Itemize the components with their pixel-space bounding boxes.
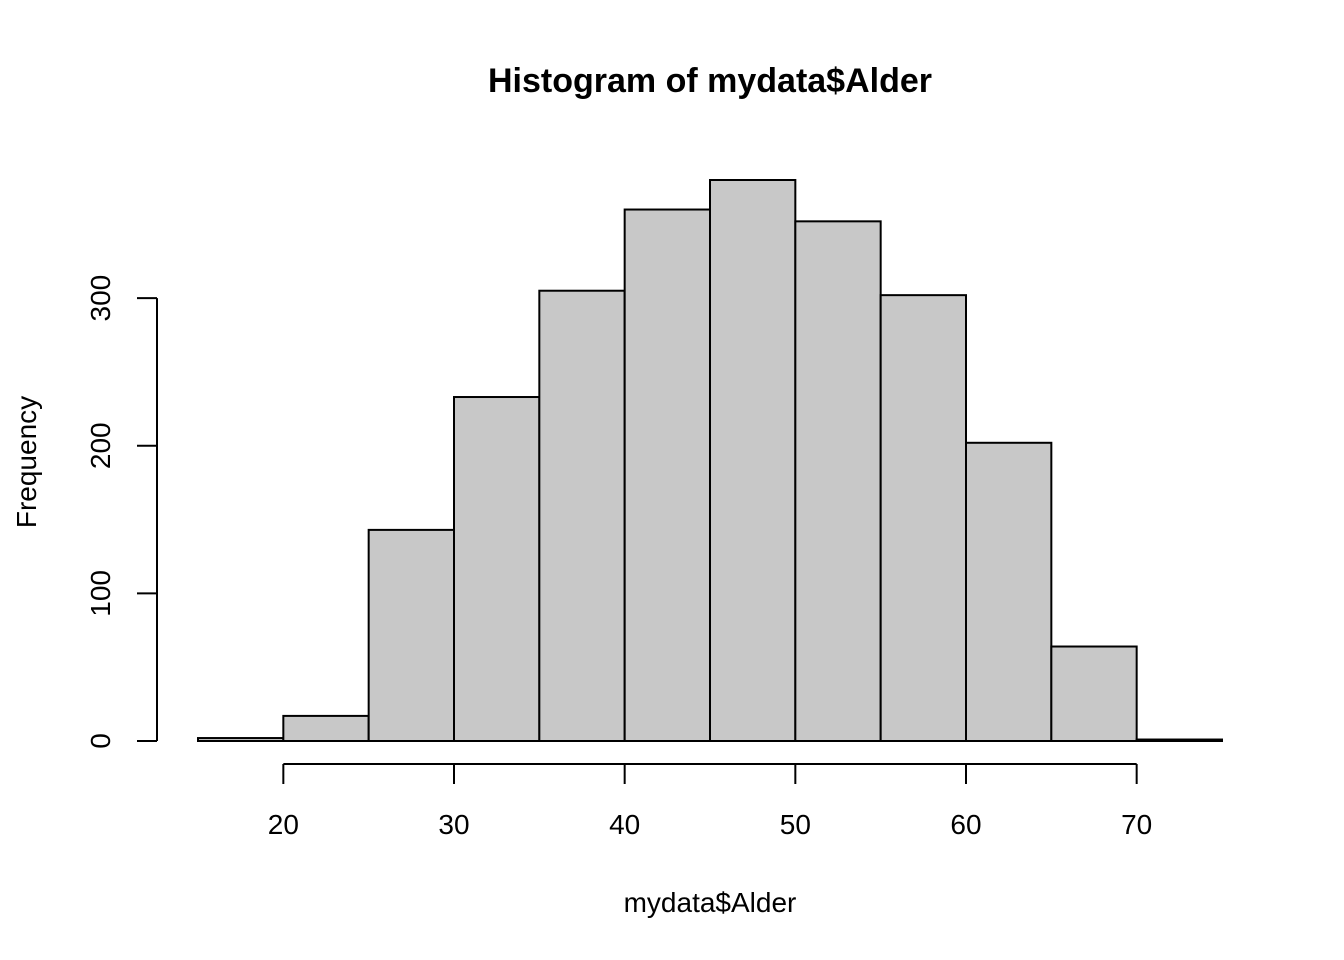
histogram-bar-35-40 [538, 289, 626, 742]
x-axis-label: mydata$Alder [624, 887, 797, 918]
x-tick-label-30: 30 [438, 809, 469, 840]
histogram-bar-25-30 [367, 528, 455, 742]
y-tick-label-0: 0 [85, 733, 116, 749]
histogram-bar-65-70 [1050, 645, 1138, 743]
x-axis: 20 30 40 50 60 70 [268, 763, 1152, 840]
y-axis-label: Frequency [11, 396, 42, 528]
histogram-bar-55-60 [879, 294, 968, 742]
x-tick-label-40: 40 [609, 809, 640, 840]
histogram-bar-15-20 [197, 737, 285, 742]
histogram-bar-70-75 [1135, 738, 1223, 742]
histogram-bar-60-65 [965, 441, 1053, 742]
chart-title: Histogram of mydata$Alder [488, 62, 932, 100]
histogram-bar-30-35 [453, 396, 541, 742]
y-axis: 0 100 200 300 [85, 275, 158, 749]
x-tick-label-70: 70 [1121, 809, 1152, 840]
x-tick-label-60: 60 [950, 809, 981, 840]
x-tick-label-50: 50 [780, 809, 811, 840]
bars-group [197, 179, 1223, 743]
x-tick-label-20: 20 [268, 809, 299, 840]
y-tick-label-200: 200 [85, 422, 116, 469]
histogram-bar-45-50 [709, 179, 797, 742]
y-tick-label-100: 100 [85, 570, 116, 617]
histogram-bar-50-55 [794, 220, 882, 742]
histogram-bar-40-45 [623, 208, 712, 743]
histogram-bar-20-25 [282, 714, 370, 743]
y-tick-label-300: 300 [85, 275, 116, 322]
